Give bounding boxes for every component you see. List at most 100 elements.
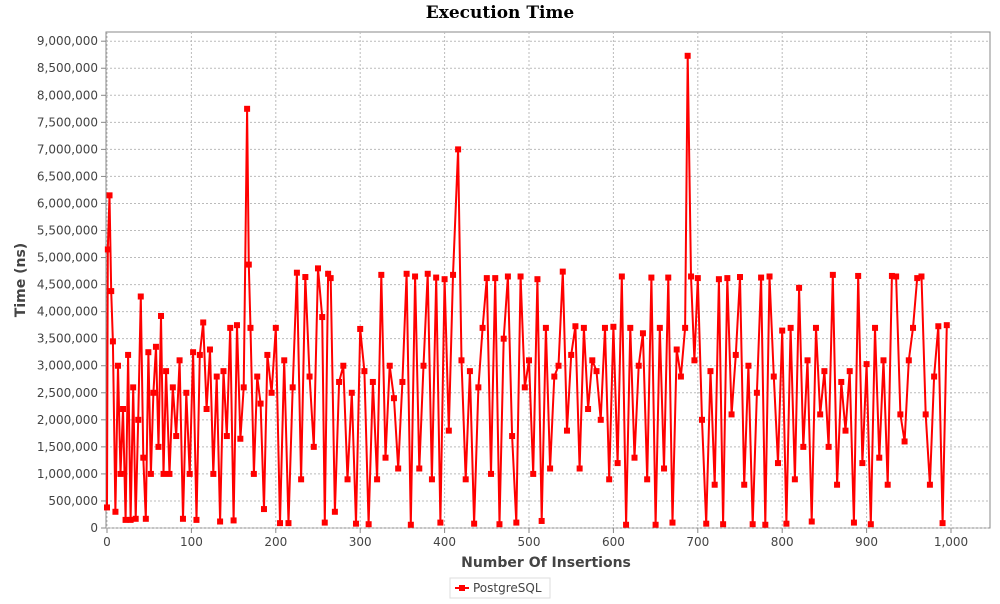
- point: [665, 274, 672, 281]
- point: [656, 324, 663, 331]
- point: [412, 273, 419, 280]
- point: [618, 273, 625, 280]
- point: [475, 384, 482, 391]
- point: [483, 275, 490, 282]
- point: [884, 481, 891, 488]
- point: [479, 324, 486, 331]
- point: [441, 276, 448, 283]
- y-tick-label: 7,000,000: [37, 142, 98, 156]
- point: [155, 443, 162, 450]
- point: [728, 411, 735, 418]
- point: [753, 389, 760, 396]
- point: [325, 270, 332, 277]
- point: [114, 362, 121, 369]
- point: [576, 465, 583, 472]
- point: [196, 351, 203, 358]
- point: [132, 515, 139, 522]
- point: [526, 357, 532, 364]
- point: [233, 322, 240, 329]
- point: [694, 275, 701, 282]
- point: [737, 274, 743, 281]
- point: [395, 465, 402, 472]
- point: [369, 378, 376, 385]
- x-tick-label: 800: [771, 535, 794, 549]
- y-tick-label: 9,000,000: [37, 34, 98, 48]
- point: [829, 271, 836, 278]
- point: [310, 443, 317, 450]
- point: [867, 521, 874, 528]
- point: [910, 324, 917, 331]
- point: [315, 265, 321, 272]
- point: [152, 343, 159, 350]
- point: [173, 433, 180, 440]
- point: [762, 521, 769, 528]
- point: [774, 460, 781, 467]
- point: [846, 368, 853, 375]
- point: [787, 324, 794, 331]
- point: [555, 362, 562, 369]
- y-tick-label: 8,000,000: [37, 88, 98, 102]
- point: [703, 520, 710, 527]
- point: [340, 362, 347, 369]
- point: [190, 349, 197, 356]
- point: [227, 324, 234, 331]
- point: [471, 520, 478, 527]
- point: [547, 465, 554, 472]
- point: [108, 288, 115, 295]
- point: [669, 519, 676, 526]
- point: [106, 192, 113, 199]
- point: [585, 406, 592, 413]
- x-tick-label: 0: [103, 535, 111, 549]
- point: [926, 481, 933, 488]
- point: [321, 519, 328, 526]
- point: [240, 384, 247, 391]
- point: [158, 312, 165, 319]
- y-tick-label: 6,000,000: [37, 196, 98, 210]
- y-tick-label: 5,000,000: [37, 251, 98, 265]
- point: [336, 378, 343, 385]
- point: [186, 470, 193, 477]
- point: [770, 373, 777, 380]
- point: [745, 362, 752, 369]
- x-tick-label: 900: [855, 535, 878, 549]
- point: [137, 293, 144, 300]
- point: [559, 268, 566, 275]
- point: [193, 516, 200, 523]
- y-tick-label: 2,500,000: [37, 386, 98, 400]
- point: [530, 470, 537, 477]
- point: [614, 460, 621, 467]
- x-tick-label: 1,000: [934, 535, 968, 549]
- point: [677, 373, 684, 380]
- legend-box: [449, 577, 551, 599]
- point: [779, 327, 786, 334]
- point: [897, 411, 904, 418]
- point: [817, 411, 824, 418]
- x-tick-label: 100: [180, 535, 203, 549]
- point: [504, 273, 511, 280]
- point: [260, 506, 267, 513]
- point: [247, 324, 254, 331]
- point: [135, 416, 142, 423]
- point: [648, 274, 655, 281]
- point: [109, 338, 116, 345]
- point: [749, 521, 756, 528]
- point: [183, 389, 190, 396]
- point: [691, 357, 698, 364]
- point: [407, 521, 414, 528]
- point: [104, 504, 110, 511]
- point: [374, 476, 381, 483]
- point: [250, 470, 257, 477]
- y-tick-label: 3,500,000: [37, 332, 98, 346]
- point: [416, 465, 423, 472]
- point: [210, 470, 217, 477]
- point: [918, 273, 925, 280]
- point: [606, 476, 613, 483]
- y-tick-label: 1,500,000: [37, 440, 98, 454]
- point: [568, 351, 575, 358]
- point: [859, 460, 866, 467]
- y-tick-label: 6,500,000: [37, 169, 98, 183]
- point: [403, 270, 410, 277]
- point: [352, 520, 359, 527]
- point: [509, 433, 516, 440]
